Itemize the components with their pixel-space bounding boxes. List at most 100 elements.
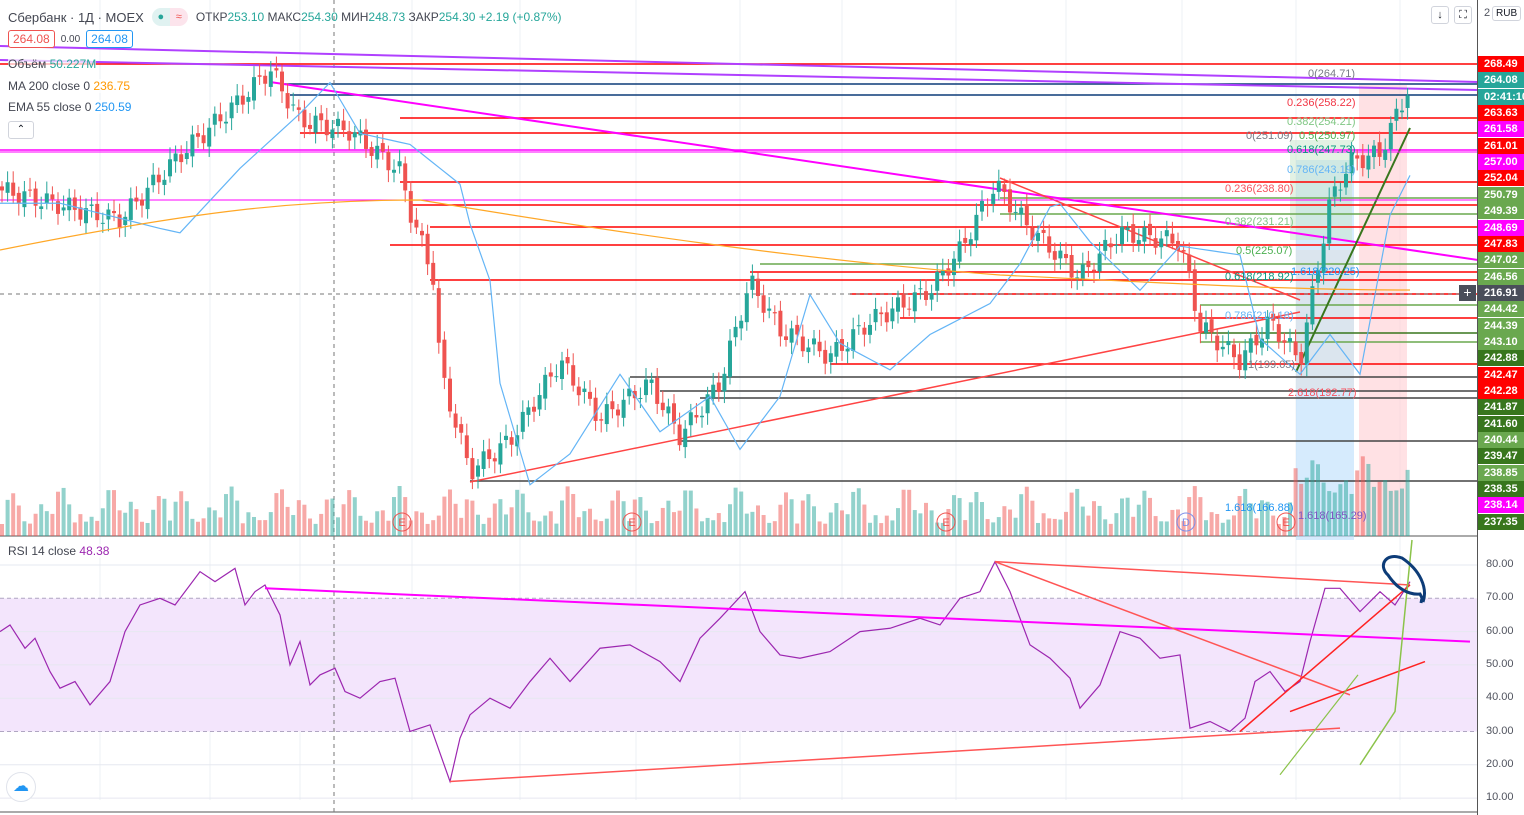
open-label: ОТКР <box>195 10 228 24</box>
candle-body <box>196 133 200 137</box>
volume-bar <box>246 512 251 536</box>
ema-legend[interactable]: EMA 55 close 0 250.59 <box>8 100 132 114</box>
delayed-data-icon: ≈ <box>169 8 188 26</box>
volume-bar <box>660 507 665 536</box>
volume-bar <box>61 487 66 536</box>
volume-bar <box>1036 522 1040 536</box>
volume-bar <box>912 510 917 536</box>
ma-line <box>0 199 1411 291</box>
candle-body <box>336 118 340 127</box>
candle-body <box>896 297 900 312</box>
candle-body <box>985 204 990 206</box>
volume-bar <box>140 521 144 536</box>
collapse-legend-button[interactable]: ⌃ <box>8 121 34 139</box>
candle-body <box>1293 341 1298 356</box>
candle-body <box>711 384 716 398</box>
candle-body <box>1327 199 1332 244</box>
candle-body <box>1114 244 1119 246</box>
volume-bar <box>985 519 990 536</box>
candle-body <box>364 129 368 149</box>
volume-bar <box>1030 500 1035 536</box>
volume-bar <box>1019 494 1024 536</box>
volume-bar <box>1332 492 1337 536</box>
candle-body <box>296 107 301 110</box>
volume-bar <box>1215 514 1220 536</box>
volume-bar <box>324 499 329 536</box>
candle-body <box>823 349 828 364</box>
volume-bar <box>145 522 150 536</box>
market-status[interactable]: ● ≈ <box>151 8 188 26</box>
candle-body <box>431 262 436 285</box>
volume-bar <box>694 508 699 536</box>
sell-price[interactable]: 264.08 <box>8 30 55 48</box>
fullscreen-icon[interactable]: ⛶ <box>1454 6 1472 24</box>
candle-body <box>1405 95 1410 108</box>
rsi-legend[interactable]: RSI 14 close 48.38 <box>8 544 110 558</box>
volume-bar <box>11 493 16 536</box>
currency-button[interactable]: RUB <box>1492 6 1522 21</box>
volume-bar <box>767 522 772 536</box>
candle-body <box>1019 207 1024 215</box>
candle-body <box>151 174 156 186</box>
volume-bar <box>778 504 783 536</box>
volume-bar <box>280 489 284 536</box>
volume-bar <box>1288 502 1292 536</box>
volume-bar <box>1187 497 1192 536</box>
volume-bar <box>453 503 458 536</box>
volume-bar <box>330 498 335 536</box>
volume-bar <box>1338 484 1343 536</box>
candle-body <box>22 191 27 208</box>
candle-body <box>1142 227 1147 242</box>
candle-body <box>879 312 884 315</box>
price-axis-label: 242.28 <box>1478 383 1524 399</box>
volume-bar <box>184 501 189 536</box>
volume-bar <box>1372 486 1376 536</box>
candle-body <box>246 97 251 102</box>
volume-bar <box>1142 490 1147 536</box>
symbol-title[interactable]: Сбербанк · 1Д · MOEX <box>8 9 144 25</box>
candle-body <box>1008 189 1012 213</box>
candle-body <box>924 291 928 300</box>
volume-bar <box>28 523 32 536</box>
volume-bar <box>1394 490 1399 536</box>
candle-body <box>1181 249 1186 252</box>
crosshair-add-icon[interactable]: + <box>1459 285 1476 301</box>
candle-body <box>733 326 738 338</box>
candle-body <box>112 211 116 214</box>
rsi-axis-tick: 20.00 <box>1486 757 1514 770</box>
volume-bar <box>952 495 956 536</box>
rsi-trendline <box>994 560 1351 696</box>
volume-bar <box>789 499 794 536</box>
candle-body <box>128 198 133 220</box>
volume-bar <box>1125 497 1130 536</box>
ma-legend[interactable]: MA 200 close 0 236.75 <box>8 79 131 93</box>
volume-bar <box>722 522 727 536</box>
fib-level-label: 1.618(166.88) <box>1225 502 1294 514</box>
candle-body <box>1299 352 1304 365</box>
volume-legend[interactable]: Объём 50.227M <box>8 57 97 71</box>
candle-body <box>145 187 150 210</box>
volume-bar <box>532 520 536 536</box>
volume-bar <box>442 496 447 536</box>
price-axis-label: 237.35 <box>1478 513 1524 530</box>
candle-body <box>504 435 508 440</box>
candle-body <box>285 93 290 109</box>
candle-body <box>1086 260 1091 268</box>
rsi-trendline <box>994 560 1411 586</box>
volume-bar <box>588 508 592 536</box>
volume-bar <box>1047 518 1052 536</box>
scroll-down-icon[interactable]: ↓ <box>1431 6 1449 24</box>
volume-bar <box>33 513 38 536</box>
candle-body <box>487 449 492 460</box>
candle-body <box>991 193 996 204</box>
candle-body <box>1394 108 1399 121</box>
candle-body <box>509 437 514 445</box>
volume-bar <box>890 520 895 536</box>
buy-price[interactable]: 264.08 <box>86 30 133 48</box>
volume-bar <box>1360 456 1365 536</box>
volume-bar <box>431 520 436 536</box>
candle-body <box>1260 338 1264 348</box>
candle-body <box>117 214 122 229</box>
tradingview-logo-icon[interactable]: ☁ <box>6 772 36 802</box>
